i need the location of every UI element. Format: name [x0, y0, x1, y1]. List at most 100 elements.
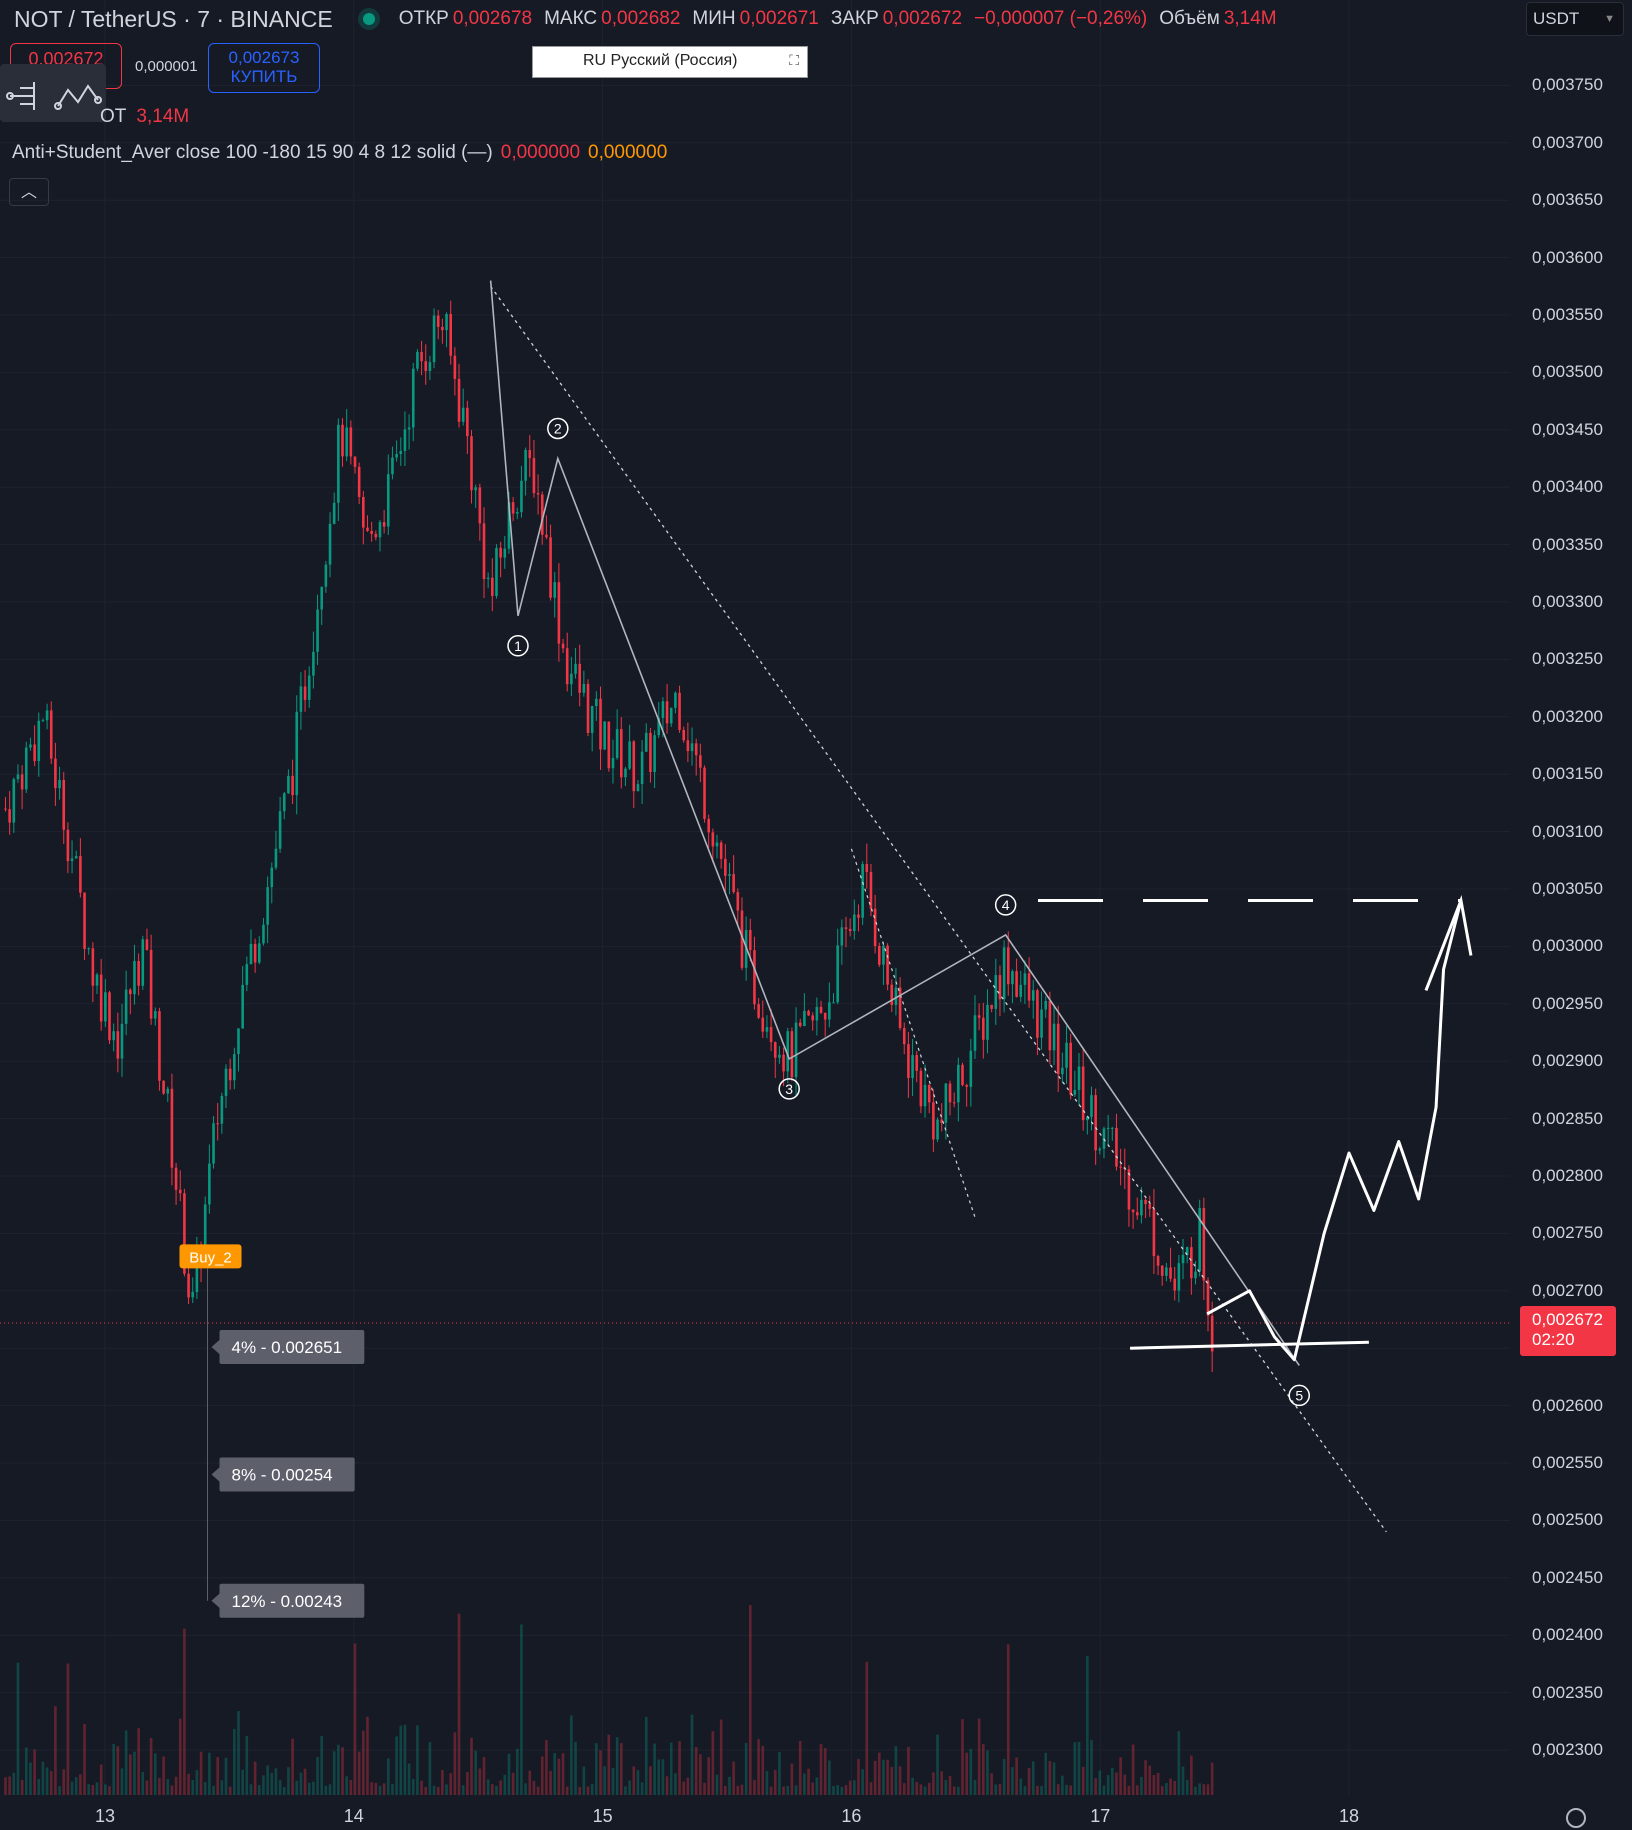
volume-bar: [1073, 1742, 1077, 1795]
candle-body: [819, 1006, 823, 1013]
candle-body: [478, 487, 482, 524]
volume-bar: [603, 1766, 606, 1795]
volume-bar: [353, 1643, 357, 1795]
candle-body: [320, 586, 324, 610]
candle-body: [1131, 1209, 1135, 1213]
buy-button[interactable]: 0,002673 КУПИТЬ: [208, 43, 320, 93]
candle-body: [66, 829, 70, 862]
volume-bar: [1098, 1770, 1102, 1795]
volume-bar: [478, 1768, 482, 1795]
volume-bar: [237, 1711, 240, 1795]
candle-body: [99, 974, 103, 1022]
volume-bar: [316, 1756, 319, 1795]
candle-body: [961, 1064, 964, 1086]
volume-bar: [1102, 1785, 1106, 1795]
candle-body: [91, 948, 95, 986]
volume-bar: [1077, 1741, 1081, 1795]
candle-body: [466, 407, 469, 437]
volume-bar: [765, 1771, 769, 1795]
volume-bar: [1123, 1774, 1127, 1795]
candle-body: [1094, 1095, 1097, 1151]
volume-bar: [1031, 1761, 1035, 1795]
indicator-legend[interactable]: Anti+Student_Aver close 100 -180 15 90 4…: [12, 142, 667, 164]
volume-bar: [1115, 1772, 1118, 1795]
gear-icon[interactable]: [1566, 1808, 1586, 1828]
candle-body: [112, 1031, 115, 1041]
candle-body: [49, 710, 53, 759]
candle-body: [711, 832, 715, 847]
y-tick-label: 0,002850: [1532, 1108, 1603, 1128]
volume-bar: [1156, 1772, 1160, 1795]
candle-body: [682, 729, 686, 741]
candle-body: [282, 793, 286, 812]
candle-body: [62, 779, 66, 830]
candle-body: [274, 848, 278, 868]
drawing-toolbox[interactable]: [0, 64, 106, 122]
candle-body: [324, 564, 328, 587]
candle-body: [104, 992, 107, 1022]
candle-body: [29, 744, 32, 748]
volume-bar: [923, 1786, 927, 1795]
candle-body: [1156, 1256, 1160, 1266]
volume-bar: [553, 1752, 557, 1795]
volume-bar: [270, 1772, 274, 1795]
volume-bar: [158, 1777, 161, 1795]
volume-bar: [282, 1786, 286, 1795]
signal-box: [179, 1244, 242, 1269]
candle-body: [532, 458, 536, 494]
candle-body: [257, 943, 261, 963]
candle-body: [644, 732, 648, 752]
candle-body: [495, 547, 498, 597]
volume-bar: [262, 1775, 265, 1795]
currency-selector[interactable]: USDT ▼: [1526, 2, 1624, 36]
candle-body: [607, 721, 611, 769]
candle-body: [1198, 1207, 1201, 1272]
volume-bar: [129, 1754, 132, 1795]
candle-body: [640, 751, 644, 785]
candle-body: [203, 1204, 207, 1266]
x-tick-label: 13: [95, 1806, 116, 1826]
volume-bar: [636, 1770, 640, 1795]
candle-body: [432, 315, 436, 363]
volume-bar: [328, 1784, 332, 1795]
volume-bar: [861, 1769, 864, 1795]
volume-bar: [362, 1730, 365, 1795]
candle-body: [690, 743, 694, 752]
candle-body: [108, 992, 111, 1041]
volume-bar: [1040, 1785, 1043, 1795]
volume-bar: [757, 1739, 760, 1795]
volume-bar: [212, 1785, 215, 1795]
volume-bar: [87, 1784, 90, 1795]
candle-body: [137, 960, 140, 986]
candle-body: [669, 707, 673, 724]
candle-body: [515, 512, 519, 514]
x-tick-label: 14: [343, 1806, 364, 1826]
candle-body: [715, 842, 719, 847]
y-tick-label: 0,002750: [1532, 1223, 1603, 1243]
candle-body: [1206, 1280, 1210, 1316]
volume-bar: [1006, 1644, 1010, 1795]
candle-body: [266, 887, 269, 925]
volume-bar: [291, 1738, 294, 1795]
candle-body: [507, 502, 511, 549]
current-price: 0,002672: [1532, 1310, 1603, 1329]
volume-bar: [58, 1786, 61, 1795]
volume-bar: [1135, 1785, 1139, 1795]
volume-bar: [948, 1775, 952, 1795]
language-box[interactable]: RU Русский (Россия) ⛶: [532, 46, 808, 78]
candle-body: [1169, 1267, 1172, 1279]
candle-body: [790, 1031, 794, 1078]
volume-bar: [1056, 1784, 1060, 1795]
candle-body: [1106, 1127, 1110, 1129]
candle-body: [932, 1102, 935, 1140]
symbol-title[interactable]: NOT / TetherUS · 7 · BINANCE: [14, 5, 333, 32]
volume-bar: [370, 1782, 373, 1795]
candle-body: [694, 743, 698, 756]
volume-bar: [998, 1783, 1002, 1795]
volume-bar: [54, 1706, 57, 1795]
chevron-up-icon[interactable]: ︿: [9, 178, 49, 206]
volume-bar: [116, 1746, 120, 1795]
volume-bar: [936, 1734, 939, 1795]
